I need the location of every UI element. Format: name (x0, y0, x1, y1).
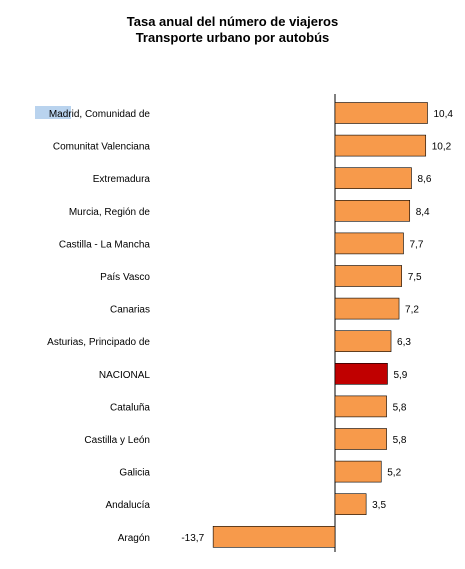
category-label: Asturias, Principado de (47, 337, 150, 348)
category-label: Galicia (119, 468, 150, 479)
category-label: País Vasco (100, 272, 150, 283)
category-label: Cataluña (110, 402, 150, 413)
bar (334, 134, 427, 157)
bar (334, 232, 404, 255)
bar (334, 395, 387, 418)
category-label: Canarias (110, 305, 150, 316)
value-label: -13,7 (181, 533, 204, 544)
bar (334, 102, 428, 124)
category-label: NACIONAL (99, 370, 151, 381)
category-label: Castilla - La Mancha (59, 239, 151, 250)
bar (334, 493, 367, 516)
value-label: 7,5 (408, 272, 422, 283)
value-label: 10,4 (434, 109, 454, 120)
bar (334, 167, 412, 189)
chart-title-line-2: Transporte urbano por autobús (135, 30, 330, 45)
bar (334, 428, 387, 450)
bar (212, 525, 336, 548)
bar (334, 200, 411, 222)
category-label: Andalucía (106, 500, 151, 511)
chart-title: Tasa anual del número de viajeros Transp… (0, 14, 465, 46)
value-label: 7,7 (409, 239, 423, 250)
text-selection-highlight (35, 106, 71, 119)
value-label: 5,9 (393, 370, 407, 381)
bar (334, 297, 400, 320)
bar (334, 460, 382, 483)
bar (334, 265, 403, 287)
category-label: Murcia, Región de (69, 207, 151, 218)
value-label: 3,5 (372, 500, 386, 511)
category-label: Comunitat Valenciana (53, 142, 151, 153)
bar (334, 330, 392, 353)
chart-title-line-1: Tasa anual del número de viajeros (126, 14, 339, 29)
value-label: 5,2 (387, 468, 401, 479)
value-label: 5,8 (393, 402, 407, 413)
value-label: 6,3 (397, 337, 411, 348)
category-label: Castilla y León (84, 435, 150, 446)
bar-highlight (334, 362, 388, 385)
value-label: 7,2 (405, 305, 419, 316)
category-label: Aragón (118, 533, 150, 544)
value-label: 8,4 (416, 207, 430, 218)
value-label: 5,8 (393, 435, 407, 446)
value-label: 8,6 (417, 174, 431, 185)
category-label: Extremadura (93, 174, 151, 185)
value-label: 10,2 (432, 142, 452, 153)
category-label: Madrid, Comunidad de (49, 109, 151, 120)
